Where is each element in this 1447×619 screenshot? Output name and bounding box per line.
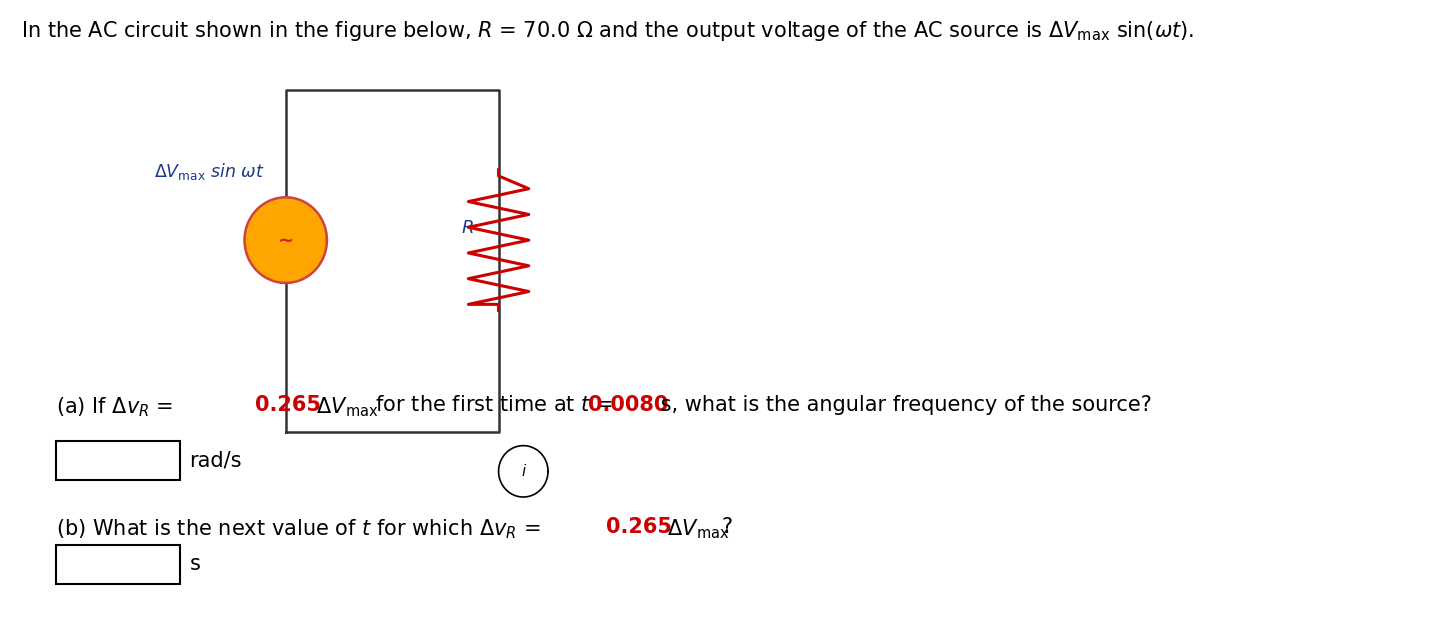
Text: s: s [190, 555, 201, 574]
Text: In the AC circuit shown in the figure below, $R$ = 70.0 $\Omega$ and the output : In the AC circuit shown in the figure be… [20, 19, 1194, 43]
Polygon shape [245, 197, 327, 283]
Text: rad/s: rad/s [190, 451, 242, 470]
FancyBboxPatch shape [56, 441, 179, 480]
Text: 0.265: 0.265 [256, 395, 321, 415]
Text: i: i [521, 464, 525, 479]
Text: 0.0080: 0.0080 [587, 395, 669, 415]
Text: (a) If $\Delta v_R$ =: (a) If $\Delta v_R$ = [56, 395, 175, 418]
Text: (b) What is the next value of $t$ for which $\Delta v_R$ =: (b) What is the next value of $t$ for wh… [56, 517, 543, 541]
Text: ?: ? [721, 517, 732, 537]
Text: $\Delta V_{\mathrm{max}}$ sin $\omega t$: $\Delta V_{\mathrm{max}}$ sin $\omega t$ [155, 161, 265, 182]
Text: $\Delta V_{\mathrm{max}}$: $\Delta V_{\mathrm{max}}$ [311, 395, 379, 418]
Text: s, what is the angular frequency of the source?: s, what is the angular frequency of the … [654, 395, 1152, 415]
Text: ∼: ∼ [278, 231, 294, 249]
Text: 0.265: 0.265 [606, 517, 671, 537]
Text: $R$: $R$ [462, 219, 473, 237]
Text: $\Delta V_{\mathrm{max}}$: $\Delta V_{\mathrm{max}}$ [661, 517, 729, 541]
Text: for the first time at $t$ =: for the first time at $t$ = [369, 395, 615, 415]
FancyBboxPatch shape [56, 545, 179, 584]
